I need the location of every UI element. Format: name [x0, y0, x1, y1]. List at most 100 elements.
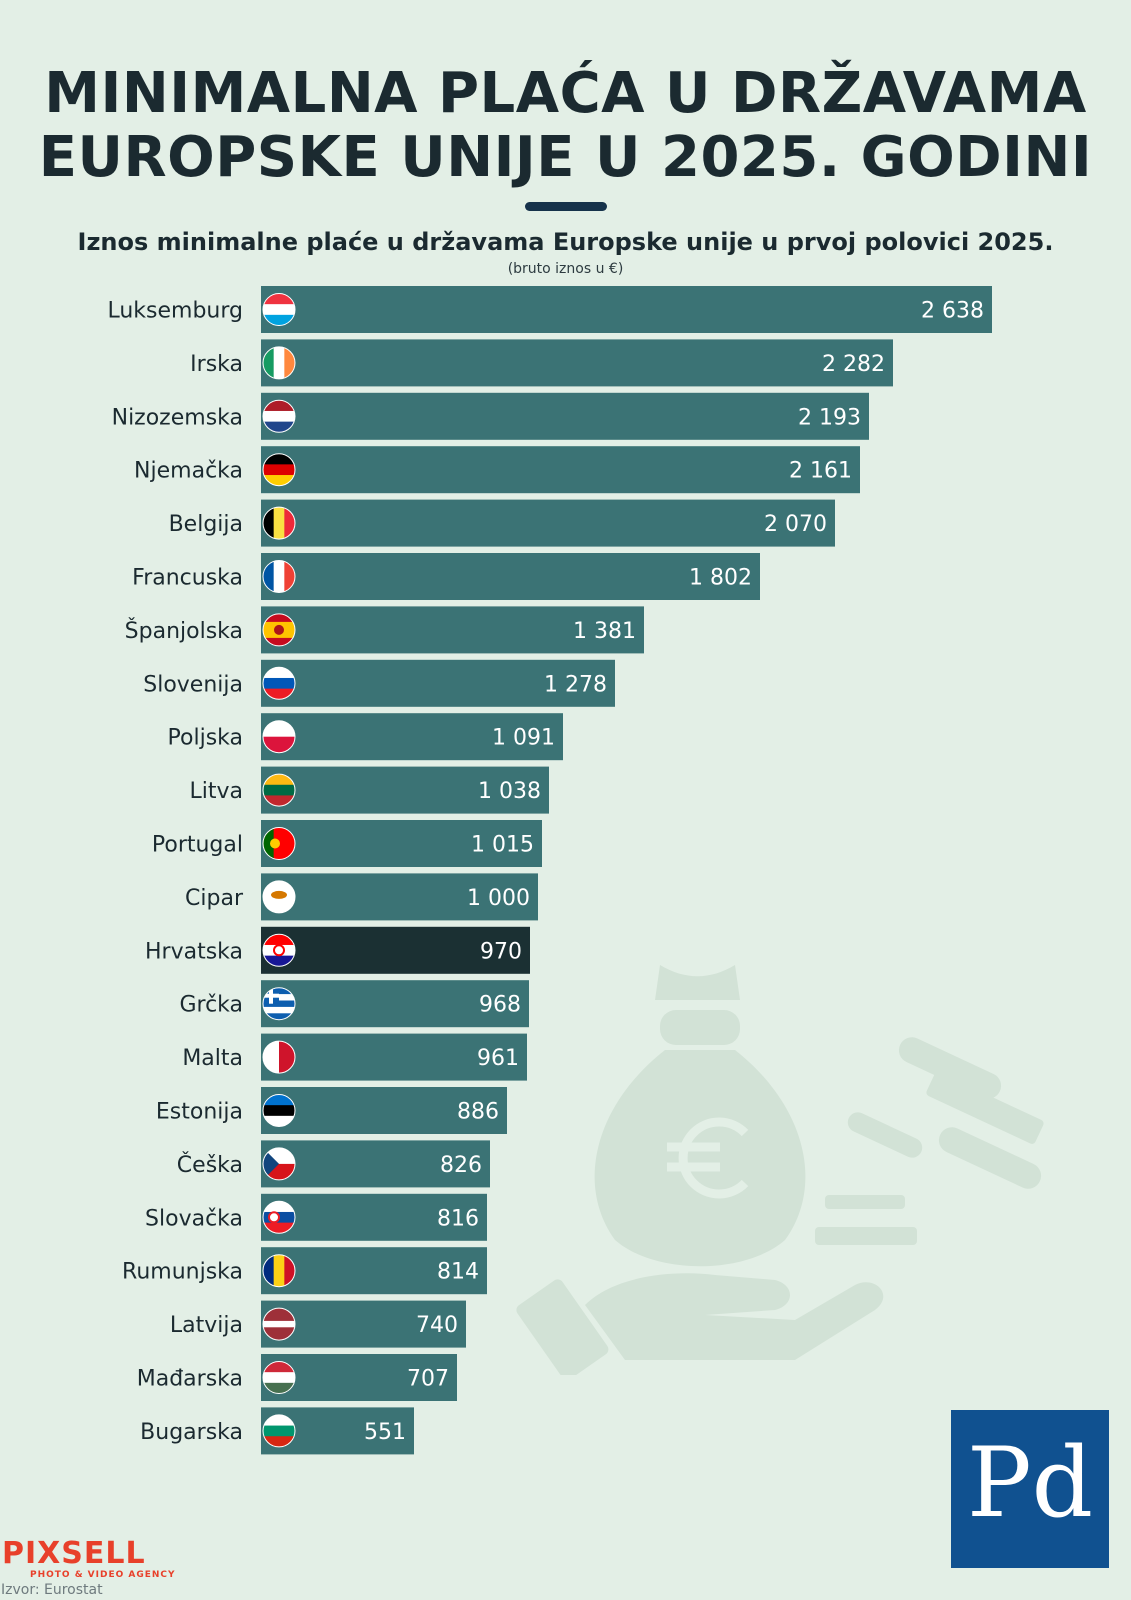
- value-label: 2 282: [822, 352, 885, 377]
- flag-triangle: [263, 1147, 279, 1180]
- flag-stripe: [263, 1308, 295, 1315]
- bar-lt: [261, 766, 549, 814]
- flag-es-icon: [263, 613, 295, 646]
- flag-stripe: [263, 688, 295, 700]
- category-label: Francuska: [132, 566, 243, 591]
- bar-ro: [261, 1247, 487, 1295]
- flag-stripe: [273, 346, 285, 379]
- flag-stripe: [263, 1013, 295, 1020]
- flag-stripe: [263, 507, 275, 540]
- value-label: 826: [440, 1153, 482, 1178]
- flag-ring: [262, 666, 296, 700]
- bar-ee: [261, 1087, 507, 1134]
- flag-stripe: [263, 774, 295, 786]
- flag-stripe: [273, 1254, 285, 1287]
- value-label: 886: [457, 1100, 499, 1125]
- flag-ring: [262, 453, 296, 487]
- flag-lt-icon: [263, 774, 295, 807]
- flag-stripe: [263, 1041, 280, 1074]
- flag-ee-icon: [263, 1094, 295, 1127]
- flag-ring: [262, 613, 296, 647]
- category-label: Hrvatska: [145, 939, 243, 964]
- pd-logo: Pd: [951, 1410, 1109, 1568]
- value-label: 2 193: [798, 405, 861, 430]
- flag-pl-icon: [263, 720, 295, 753]
- flag-stripe: [263, 1425, 295, 1437]
- bar-ie: [261, 339, 893, 387]
- bar-mt: [261, 1033, 527, 1081]
- money-bag-hand-watermark-icon: [516, 965, 1044, 1375]
- value-label: 1 000: [467, 886, 530, 911]
- flag-stripe: [284, 827, 295, 860]
- bar-cy: [261, 873, 538, 921]
- flag-stripe: [263, 1314, 295, 1322]
- flag-ring: [262, 560, 296, 593]
- flag-stripe: [263, 346, 275, 379]
- flag-ring: [262, 1094, 296, 1127]
- flag-mt-icon: [263, 1041, 295, 1074]
- flag-stripe: [263, 1361, 295, 1373]
- category-label: Belgija: [169, 512, 243, 537]
- bar-be: [261, 499, 835, 547]
- flag-stripe: [263, 637, 295, 646]
- flag-stripe: [273, 507, 285, 540]
- flag-de-icon: [263, 453, 295, 486]
- flag-stripe: [279, 1041, 295, 1074]
- value-label: 1 381: [573, 619, 636, 644]
- flag-stripe: [263, 400, 295, 412]
- flag-stripe: [284, 346, 295, 379]
- bar-pl: [261, 713, 563, 761]
- flag-stripe: [263, 736, 295, 753]
- flag-emblem: [270, 838, 280, 849]
- value-label: 961: [477, 1046, 519, 1071]
- flag-stripe: [263, 293, 295, 305]
- value-label: 1 278: [544, 672, 607, 697]
- flag-stripe: [284, 1254, 295, 1287]
- bar-hr: [261, 926, 530, 974]
- flag-stripe: [263, 1094, 295, 1106]
- title-line-2: EUROPSKE UNIJE U 2025. GODINI: [38, 125, 1093, 190]
- bar-pt: [261, 820, 542, 867]
- category-label: Cipar: [185, 886, 244, 911]
- flag-stripe: [263, 1115, 295, 1127]
- category-label: Češka: [177, 1152, 243, 1178]
- source-note: Izvor: Eurostat: [1, 1582, 103, 1598]
- flag-ring: [262, 399, 296, 433]
- flag-sk-icon: [263, 1201, 295, 1234]
- flag-ring: [262, 773, 296, 807]
- flag-stripe: [263, 1000, 295, 1008]
- flag-stripe: [263, 720, 295, 738]
- flag-ring: [262, 346, 296, 380]
- flag-stripe: [263, 1333, 295, 1341]
- value-label: 970: [480, 939, 522, 964]
- flag-stripe: [263, 667, 295, 679]
- flag-si-icon: [263, 667, 295, 700]
- pixsell-tagline: PHOTO & VIDEO AGENCY: [30, 1570, 176, 1580]
- flag-stripe: [263, 677, 295, 690]
- bar-de: [261, 446, 860, 494]
- category-label: Estonija: [156, 1100, 243, 1125]
- bar-lu: [261, 286, 992, 333]
- flag-stripe: [263, 1382, 295, 1394]
- flag-ring: [262, 987, 296, 1021]
- flag-stripe: [263, 1436, 295, 1447]
- flag-stripe: [284, 507, 295, 540]
- value-label: 2 070: [764, 512, 827, 537]
- flag-stripe: [263, 475, 295, 486]
- flag-ring: [262, 827, 296, 860]
- category-label: Irska: [190, 352, 243, 377]
- category-label: Malta: [182, 1046, 243, 1071]
- flag-be-icon: [263, 507, 295, 540]
- category-label: Grčka: [179, 993, 243, 1018]
- flag-stripe: [263, 464, 295, 476]
- flag-nl-icon: [263, 400, 295, 433]
- flag-island: [271, 890, 287, 899]
- category-label: Latvija: [170, 1313, 243, 1338]
- flag-stripe: [263, 1372, 295, 1384]
- flag-stripe: [263, 1414, 295, 1427]
- pixsell-logo: PIXSELL: [2, 1536, 146, 1571]
- flag-pt-icon: [263, 827, 295, 860]
- category-label: Portugal: [152, 833, 243, 858]
- flag-ring: [262, 1040, 296, 1074]
- flag-ring: [262, 1414, 296, 1448]
